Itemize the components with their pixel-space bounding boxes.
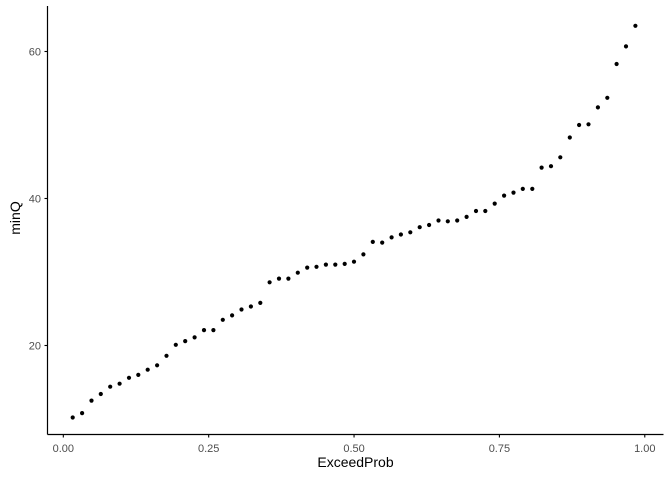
x-tick-label: 0.25 xyxy=(198,443,219,455)
data-point xyxy=(408,230,413,235)
data-point xyxy=(370,239,375,244)
data-point xyxy=(614,61,619,67)
data-point xyxy=(164,353,169,358)
data-point xyxy=(220,317,225,322)
data-point xyxy=(192,335,197,340)
data-point xyxy=(342,261,347,266)
data-point xyxy=(586,122,591,127)
data-point xyxy=(361,252,366,257)
data-point xyxy=(70,415,75,420)
data-point xyxy=(295,270,300,275)
data-point xyxy=(605,95,610,100)
data-point xyxy=(80,411,85,416)
data-point xyxy=(623,44,629,49)
data-point xyxy=(314,264,319,269)
data-point xyxy=(136,372,141,377)
data-point xyxy=(417,225,422,230)
data-point xyxy=(258,300,263,305)
data-point xyxy=(502,193,507,198)
x-tick-label: 0.75 xyxy=(489,443,510,455)
data-point xyxy=(126,375,132,380)
data-point xyxy=(117,381,122,386)
data-point xyxy=(267,280,272,285)
data-point xyxy=(389,235,394,240)
data-point xyxy=(305,265,310,270)
x-tick-label: 0.00 xyxy=(53,443,74,455)
data-point xyxy=(380,240,385,245)
data-point xyxy=(98,391,103,397)
data-point xyxy=(464,214,469,219)
data-point xyxy=(558,155,563,160)
data-point xyxy=(427,222,432,228)
y-tick-label: 40 xyxy=(29,193,41,205)
data-point xyxy=(276,276,282,281)
data-point xyxy=(248,304,253,309)
data-point xyxy=(323,262,328,267)
data-point xyxy=(492,201,497,206)
data-point xyxy=(577,122,582,128)
y-tick-label: 60 xyxy=(29,46,41,58)
data-point xyxy=(145,367,150,372)
data-point xyxy=(201,328,207,333)
data-point xyxy=(108,384,113,389)
data-point xyxy=(595,105,601,110)
data-point xyxy=(483,208,488,214)
data-point xyxy=(436,218,441,223)
data-point xyxy=(155,363,160,368)
data-point xyxy=(173,342,178,347)
data-point xyxy=(239,307,244,312)
data-point xyxy=(211,328,216,333)
x-tick-label: 1.00 xyxy=(634,443,655,455)
data-point xyxy=(530,186,535,191)
data-point xyxy=(473,208,479,214)
data-point xyxy=(511,190,516,195)
x-axis-title: ExceedProb xyxy=(317,454,394,470)
data-point xyxy=(286,276,291,281)
data-point xyxy=(539,165,544,170)
data-point xyxy=(89,398,94,403)
y-axis-title: minQ xyxy=(7,201,23,235)
data-point xyxy=(230,313,235,318)
data-point xyxy=(455,218,460,223)
x-tick-label: 0.50 xyxy=(343,443,364,455)
data-point xyxy=(398,232,403,237)
y-tick-label: 20 xyxy=(29,340,41,352)
data-point xyxy=(548,164,554,169)
data-point xyxy=(183,339,188,344)
data-point xyxy=(567,135,572,140)
data-point xyxy=(520,186,525,191)
data-point xyxy=(351,259,357,264)
data-point xyxy=(333,262,338,267)
data-point xyxy=(633,23,638,28)
data-point xyxy=(445,219,450,224)
